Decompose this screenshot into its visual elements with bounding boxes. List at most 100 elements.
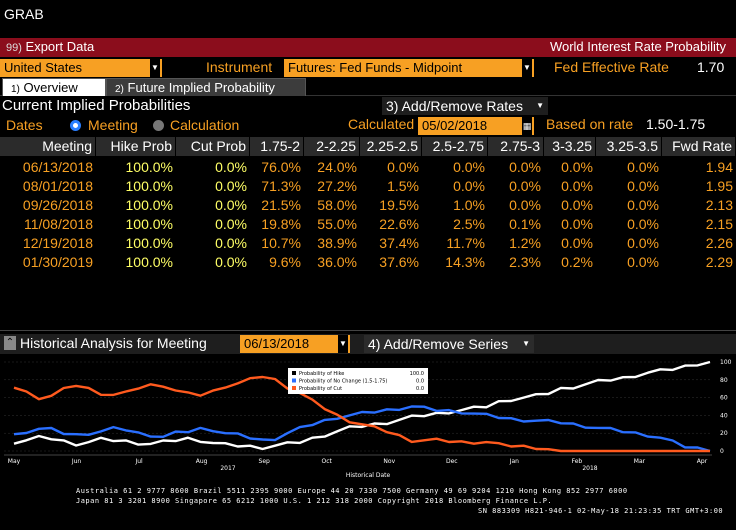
column-header[interactable]: 2.25-2.5 bbox=[360, 137, 422, 156]
table-cell: 0.0% bbox=[627, 159, 659, 175]
table-cell: 0.1% bbox=[509, 216, 541, 232]
meeting-radio[interactable] bbox=[70, 120, 81, 131]
table-cell: 14.3% bbox=[445, 254, 485, 270]
meeting-date-cell: 09/26/2018 bbox=[22, 197, 93, 213]
table-cell: 0.0% bbox=[561, 178, 593, 194]
x-axis: May Jun Jul Aug Sep Oct Nov Dec Jan Feb Mar Apr 2017… bbox=[4, 454, 712, 479]
y-tick-label: 100 bbox=[720, 359, 732, 366]
x-tick-label: Jun bbox=[71, 458, 82, 465]
tab-future-implied-probability[interactable]: 2) Future Implied Probability bbox=[106, 78, 306, 96]
x-tick-label: Mar bbox=[634, 458, 646, 465]
fed-rate-label: Fed Effective Rate bbox=[554, 59, 669, 75]
column-header[interactable]: 2-2.25 bbox=[304, 137, 360, 156]
table-cell: 19.8% bbox=[261, 216, 301, 232]
tab-overview[interactable]: 1) Overview bbox=[2, 78, 106, 96]
column-header[interactable]: Meeting bbox=[0, 137, 96, 156]
legend-value: 0.0 bbox=[416, 386, 424, 392]
export-data-button[interactable]: 99) Export Data bbox=[6, 39, 94, 54]
x-tick-label: Jul bbox=[134, 458, 143, 465]
x-tick-label: Jan bbox=[509, 458, 519, 465]
table-cell: 21.5% bbox=[261, 197, 301, 213]
footer-line-3: SN 883309 H821-946-1 02-May-18 21:23:35 … bbox=[478, 507, 724, 515]
calculation-radio[interactable] bbox=[153, 120, 164, 131]
meeting-date-cell: 06/13/2018 bbox=[22, 159, 93, 175]
legend-value: 100.0 bbox=[410, 371, 424, 377]
instrument-dropdown[interactable]: Futures: Fed Funds - Midpoint ▼ bbox=[284, 59, 534, 77]
column-header[interactable]: 3.25-3.5 bbox=[596, 137, 662, 156]
footer-line-2: Japan 81 3 3201 8900 Singapore 65 6212 1… bbox=[76, 497, 553, 505]
column-header[interactable]: Hike Prob bbox=[96, 137, 176, 156]
export-data-number: 99) bbox=[6, 42, 22, 54]
series-line bbox=[13, 375, 710, 453]
column-header[interactable]: 3-3.25 bbox=[544, 137, 596, 156]
series-line bbox=[13, 405, 711, 453]
table-cell: 1.2% bbox=[509, 235, 541, 251]
x-tick-label: Apr bbox=[697, 458, 708, 465]
table-cell: 58.0% bbox=[317, 197, 357, 213]
calculated-date-field[interactable]: 05/02/2018 ▦ bbox=[418, 117, 534, 135]
historical-meeting-dropdown[interactable]: 06/13/2018 ▼ bbox=[240, 335, 350, 353]
calculated-date-value: 05/02/2018 bbox=[422, 118, 488, 133]
legend-label: Probability of No Change (1.5-1.75) bbox=[299, 379, 387, 385]
column-header[interactable]: 2.5-2.75 bbox=[422, 137, 488, 156]
table-cell: 0.0% bbox=[453, 159, 485, 175]
section-title: Current Implied Probabilities bbox=[2, 97, 191, 114]
x-tick-label: May bbox=[8, 458, 21, 465]
chevron-down-icon: ▼ bbox=[522, 339, 530, 348]
chevron-down-icon: ▼ bbox=[150, 59, 160, 77]
column-header[interactable]: 1.75-2 bbox=[250, 137, 304, 156]
table-cell: 1.94 bbox=[705, 159, 733, 175]
table-cell: 0.0% bbox=[453, 178, 485, 194]
table-cell: 1.5% bbox=[387, 178, 419, 194]
export-data-label: Export Data bbox=[25, 39, 95, 54]
divider bbox=[0, 330, 736, 331]
x-tick-label: Nov bbox=[383, 458, 395, 465]
country-dropdown[interactable]: United States ▼ bbox=[0, 59, 162, 77]
year-label: 2017 bbox=[220, 465, 235, 472]
chevron-down-icon: ▼ bbox=[536, 101, 544, 110]
column-header[interactable]: 2.75-3 bbox=[488, 137, 544, 156]
table-cell: 38.9% bbox=[317, 235, 357, 251]
table-cell: 0.0% bbox=[627, 178, 659, 194]
table-cell: 0.2% bbox=[561, 254, 593, 270]
tab-overview-number: 1) bbox=[11, 84, 20, 95]
legend-label: Probability of Hike bbox=[299, 371, 344, 377]
tab-bar: 1) Overview 2) Future Implied Probabilit… bbox=[0, 78, 736, 96]
series-line bbox=[13, 360, 711, 451]
add-remove-series-label: 4) Add/Remove Series bbox=[368, 336, 509, 352]
based-on-rate-value: 1.50-1.75 bbox=[646, 116, 706, 132]
y-tick-label: 0 bbox=[720, 448, 724, 455]
x-tick-label: Aug bbox=[196, 458, 208, 465]
legend-box bbox=[288, 368, 428, 394]
column-header[interactable]: Cut Prob bbox=[176, 137, 250, 156]
calendar-icon: ▦ bbox=[522, 117, 532, 135]
column-header[interactable]: Fwd Rate bbox=[662, 137, 736, 156]
table-cell: 100.0% bbox=[125, 159, 173, 175]
add-remove-rates-button[interactable]: 3) Add/Remove Rates ▼ bbox=[382, 97, 548, 115]
table-cell: 71.3% bbox=[261, 178, 301, 194]
table-cell: 0.0% bbox=[561, 216, 593, 232]
tab-overview-label: Overview bbox=[23, 80, 78, 95]
x-tick-label: Oct bbox=[322, 458, 333, 465]
table-cell: 24.0% bbox=[317, 159, 357, 175]
x-tick-label: Feb bbox=[572, 458, 583, 465]
based-on-rate-label: Based on rate bbox=[546, 116, 634, 132]
table-cell: 11.7% bbox=[446, 235, 485, 251]
options-row: Dates Meeting Calculation Calculated 05/… bbox=[0, 116, 736, 136]
chart-legend: Probability of Hike 100.0 Probability of N… bbox=[288, 368, 428, 394]
add-remove-series-button[interactable]: 4) Add/Remove Series ▼ bbox=[364, 335, 534, 353]
table-cell: 100.0% bbox=[125, 197, 173, 213]
x-tick-label: Sep bbox=[259, 458, 271, 465]
year-label: 2018 bbox=[582, 465, 597, 472]
chevron-down-icon: ▼ bbox=[338, 335, 348, 353]
chart-series bbox=[13, 360, 711, 453]
footer: Australia 61 2 9777 8600 Brazil 5511 239… bbox=[0, 484, 736, 530]
table-cell: 19.5% bbox=[379, 197, 419, 213]
historical-line-chart: 0 20 40 60 80 100 May Jun Jul Aug Sep Oct Nov Dec Jan… bbox=[0, 356, 736, 484]
table-cell: 55.0% bbox=[317, 216, 357, 232]
table-cell: 2.29 bbox=[705, 254, 733, 270]
instrument-label: Instrument bbox=[206, 59, 273, 75]
collapse-icon[interactable]: ⌃ bbox=[4, 336, 16, 350]
table-cell: 0.0% bbox=[627, 235, 659, 251]
historical-meeting-value: 06/13/2018 bbox=[244, 336, 310, 351]
